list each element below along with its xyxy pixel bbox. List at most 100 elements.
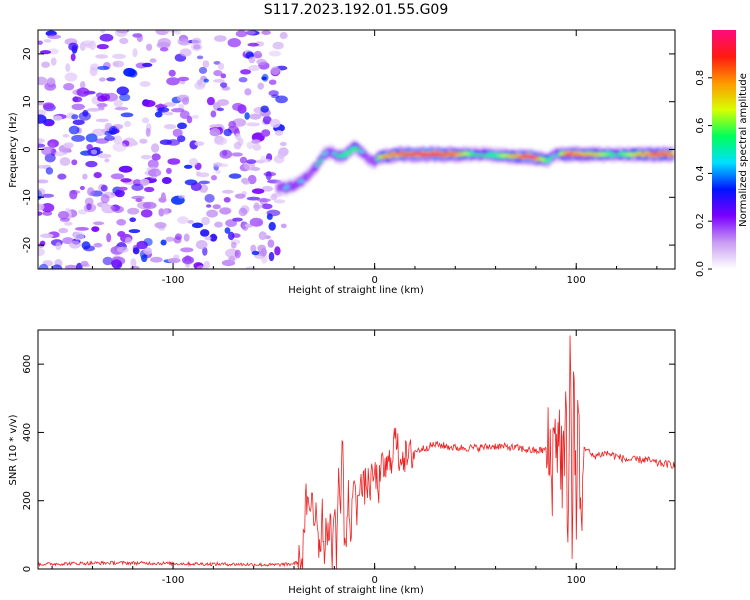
spectrogram-noise-blob — [91, 226, 100, 233]
spectrogram-noise-blob — [249, 217, 264, 227]
spectrogram-noise-blob — [247, 174, 257, 185]
spectrogram-noise-blob — [83, 245, 95, 252]
spectrogram-ridge-cell — [316, 161, 322, 164]
spectrogram-noise-blob — [234, 193, 246, 199]
spectrogram-noise-blob — [112, 142, 127, 152]
spectrogram-noise-blob — [196, 55, 204, 60]
spectrogram-noise-blob — [38, 114, 47, 124]
spectrogram-ridge-cell — [343, 153, 348, 157]
spectrogram-noise-blob — [206, 204, 212, 208]
spectrogram-noise-blob — [211, 175, 217, 181]
snr-y-label: SNR (10 * v/v) — [8, 414, 19, 485]
spectrogram-noise-blob — [161, 177, 172, 184]
spectrogram-ridge-cell — [285, 185, 290, 189]
spectrogram-noise-blob — [131, 195, 145, 200]
spectrogram-noise-blob — [163, 111, 174, 116]
spectrogram-ridge-cell — [670, 153, 675, 157]
spectrogram-noise-blob — [50, 57, 57, 66]
spectrogram-noise-blob — [151, 153, 161, 161]
spectrogram-noise-blob — [261, 203, 273, 210]
spectrogram-noise-blob — [196, 171, 201, 177]
spectrogram-ridge-cell — [299, 179, 305, 183]
spectrogram-x-tick-label: 0 — [371, 275, 377, 286]
spectrogram-noise-blob — [80, 260, 89, 267]
spectrogram-noise-blob — [268, 251, 275, 262]
spectrogram-noise-blob — [96, 103, 108, 108]
spectrogram-noise-blob — [45, 121, 54, 126]
spectrogram-y-tick-label: -10 — [22, 189, 33, 205]
spectrogram-noise-blob — [216, 107, 224, 112]
spectrogram-noise-blob — [235, 30, 248, 38]
spectrogram-noise-blob — [204, 193, 215, 203]
spectrogram-noise-blob — [124, 237, 132, 244]
spectrogram-noise-blob — [225, 219, 238, 228]
spectrogram-noise-blob — [159, 139, 172, 145]
spectrogram-ridge-cell — [529, 154, 535, 158]
spectrogram-noise-blob — [213, 79, 225, 83]
spectrogram-noise-blob — [197, 79, 203, 86]
spectrogram-noise-blob — [64, 221, 73, 226]
spectrogram-noise-blob — [113, 99, 123, 108]
spectrogram-noise-blob — [163, 208, 169, 215]
spectrogram-noise-blob — [119, 37, 129, 45]
spectrogram-noise-blob — [215, 169, 221, 174]
spectrogram-noise-blob — [268, 90, 279, 97]
spectrogram-noise-blob — [177, 76, 190, 82]
spectrogram-ridge-cell — [360, 150, 365, 153]
spectrogram-ridge-cell — [319, 158, 324, 161]
spectrogram-noise-blob — [235, 133, 241, 141]
spectrogram-noise-blob — [100, 184, 108, 192]
snr-y-tick-label: 200 — [22, 491, 33, 510]
spectrogram-noise-blob — [246, 141, 255, 150]
spectrogram-noise-blob — [131, 183, 144, 191]
spectrogram-noise-blob — [59, 157, 71, 166]
spectrogram-noise-blob — [248, 65, 260, 71]
spectrogram-noise-blob — [109, 126, 118, 135]
spectrogram-x-tick-label: 100 — [567, 275, 586, 286]
spectrogram-noise-blob — [251, 250, 260, 256]
spectrogram-noise-blob — [274, 130, 284, 136]
spectrogram-y-tick-label: 20 — [22, 48, 33, 61]
spectrogram-noise-blob — [41, 203, 55, 213]
spectrogram-noise-blob — [42, 102, 55, 110]
spectrogram-noise-blob — [42, 210, 53, 216]
colorbar-tick-label: 0.2 — [695, 213, 706, 229]
spectrogram-noise-blob — [203, 78, 209, 83]
spectrogram-noise-blob — [132, 48, 138, 58]
spectrogram-noise-blob — [114, 30, 128, 38]
spectrogram-noise-blob — [171, 108, 185, 113]
spectrogram-noise-blob — [239, 156, 248, 164]
spectrogram-noise-blob — [71, 114, 79, 120]
spectrogram-noise-blob — [263, 158, 271, 163]
spectrogram-noise-blob — [51, 264, 63, 269]
spectrogram-noise-blob — [96, 92, 104, 98]
spectrogram-noise-blob — [83, 203, 97, 213]
spectrogram-noise-blob — [198, 66, 208, 74]
spectrogram-ridge-cell — [333, 153, 339, 156]
spectrogram-noise-blob — [280, 223, 287, 229]
spectrogram-noise-blob — [268, 221, 276, 231]
spectrogram-noise-blob — [139, 138, 148, 144]
spectrogram-noise-blob — [101, 203, 111, 213]
spectrogram-noise-blob — [73, 231, 85, 241]
spectrogram-noise-blob — [41, 61, 50, 68]
spectrogram-noise-blob — [221, 189, 234, 194]
spectrogram-noise-blob — [183, 233, 190, 242]
spectrogram-noise-blob — [135, 198, 143, 203]
spectrogram-noise-blob — [96, 44, 109, 50]
spectrogram-noise-blob — [100, 194, 110, 204]
spectrogram-noise-blob — [198, 180, 210, 185]
spectrogram-noise-blob — [72, 119, 85, 126]
spectrogram-noise-blob — [113, 135, 123, 145]
spectrogram-noise-blob — [127, 207, 140, 215]
spectrogram-noise-blob — [174, 30, 181, 35]
spectrogram-noise-blob — [261, 30, 271, 35]
spectrogram-noise-blob — [244, 88, 252, 96]
spectrogram-noise-blob — [228, 255, 235, 262]
spectrogram-noise-blob — [238, 77, 248, 83]
spectrogram-noise-blob — [240, 69, 252, 75]
spectrogram-noise-blob — [99, 33, 114, 42]
spectrogram-noise-blob — [191, 114, 199, 119]
spectrogram-noise-blob — [43, 39, 52, 43]
spectrogram-noise-blob — [69, 240, 81, 249]
